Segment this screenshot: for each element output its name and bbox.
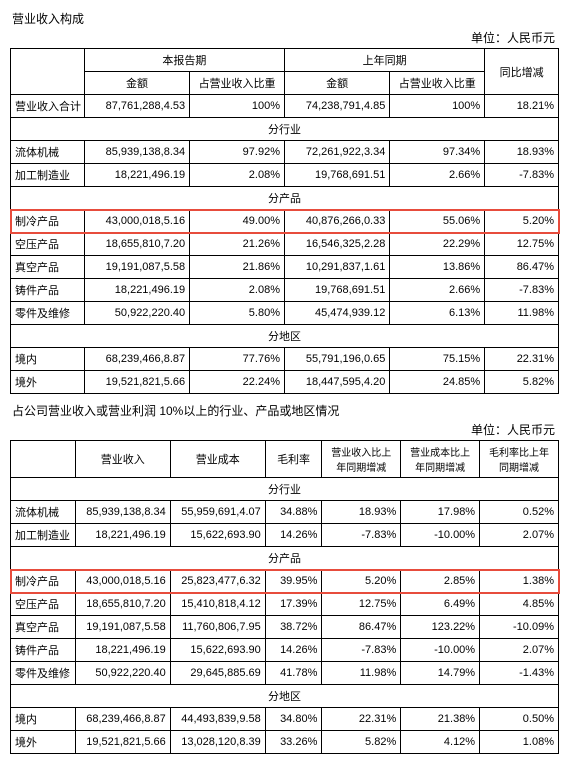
table2-unit: 单位：人民币元 <box>10 421 555 438</box>
table-row: 加工制造业 18,221,496.192.08% 19,768,691.512.… <box>11 164 559 187</box>
section-header: 分产品 <box>11 547 559 570</box>
table-row: 流体机械 85,939,138,8.3455,959,691,4.07 34.8… <box>11 501 559 524</box>
revenue-composition-table: 本报告期 上年同期 同比增减 金额 占营业收入比重 金额 占营业收入比重 营业收… <box>10 48 559 394</box>
table-row: 空压产品 18,655,810,7.2015,410,818,4.12 17.3… <box>11 593 559 616</box>
th-prev-period: 上年同期 <box>284 49 484 72</box>
table-row: 制冷产品 43,000,018,5.1649.00% 40,876,266,0.… <box>11 210 559 233</box>
table-row: 流体机械 85,939,138,8.3497.92% 72,261,922,3.… <box>11 141 559 164</box>
table-row: 制冷产品 43,000,018,5.1625,823,477,6.32 39.9… <box>11 570 559 593</box>
th-gross-yoy: 毛利率比上年同期增减 <box>480 441 559 478</box>
table-row: 境外 19,521,821,5.6613,028,120,8.39 33.26%… <box>11 731 559 754</box>
table-row: 真空产品 19,191,087,5.5811,760,806,7.95 38.7… <box>11 616 559 639</box>
profit-detail-table: 营业收入 营业成本 毛利率 营业收入比上年同期增减 营业成本比上年同期增减 毛利… <box>10 440 559 754</box>
table-row: 营业收入合计 87,761,288,4.53100% 74,238,791,4.… <box>11 95 559 118</box>
th-gross: 毛利率 <box>265 441 322 478</box>
table1-unit: 单位：人民币元 <box>10 29 555 46</box>
section-header: 分地区 <box>11 325 559 348</box>
th-amount: 金额 <box>284 72 389 95</box>
th-pct: 占营业收入比重 <box>190 72 285 95</box>
th-cost-yoy: 营业成本比上年同期增减 <box>401 441 480 478</box>
section-header: 分行业 <box>11 478 559 501</box>
th-cost: 营业成本 <box>170 441 265 478</box>
section-header: 分产品 <box>11 187 559 210</box>
table-row: 境外 19,521,821,5.6622.24% 18,447,595,4.20… <box>11 371 559 394</box>
table-row: 真空产品 19,191,087,5.5821.86% 10,291,837,1.… <box>11 256 559 279</box>
table-row: 零件及维修 50,922,220.405.80% 45,474,939.126.… <box>11 302 559 325</box>
table-row: 境内 68,239,466,8.8744,493,839,9.58 34.80%… <box>11 708 559 731</box>
th-rev-yoy: 营业收入比上年同期增减 <box>322 441 401 478</box>
table-row: 零件及维修 50,922,220.4029,645,885.69 41.78%1… <box>11 662 559 685</box>
table1-title: 营业收入构成 <box>12 10 559 27</box>
table-row: 空压产品 18,655,810,7.2021.26% 16,546,325,2.… <box>11 233 559 256</box>
section-header: 分行业 <box>11 118 559 141</box>
th-yoy: 同比增减 <box>485 49 559 95</box>
th-amount: 金额 <box>84 72 189 95</box>
table-row: 加工制造业 18,221,496.1915,622,693.90 14.26%-… <box>11 524 559 547</box>
table-row: 铸件产品 18,221,496.1915,622,693.90 14.26%-7… <box>11 639 559 662</box>
th-pct: 占营业收入比重 <box>390 72 485 95</box>
th-rev: 营业收入 <box>75 441 170 478</box>
section-header: 分地区 <box>11 685 559 708</box>
table-row: 铸件产品 18,221,496.192.08% 19,768,691.512.6… <box>11 279 559 302</box>
table-row: 境内 68,239,466,8.8777.76% 55,791,196,0.65… <box>11 348 559 371</box>
th-current-period: 本报告期 <box>84 49 284 72</box>
table2-desc: 占公司营业收入或营业利润 10%以上的行业、产品或地区情况 <box>12 402 559 419</box>
